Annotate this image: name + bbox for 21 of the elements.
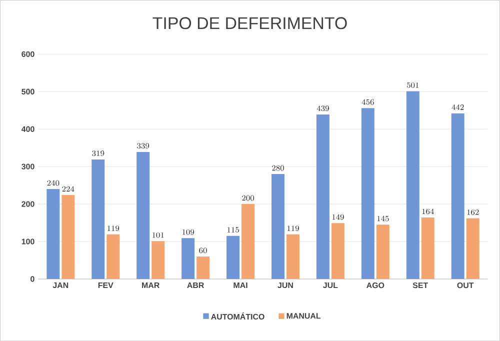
bar [106, 234, 120, 279]
bar [466, 218, 480, 279]
bar [406, 91, 420, 279]
bar [271, 174, 284, 279]
bar [286, 234, 300, 279]
bar [182, 238, 195, 279]
bar [451, 113, 464, 279]
bar [196, 256, 210, 279]
bar [46, 188, 60, 279]
bar [421, 217, 434, 279]
bar [376, 224, 390, 279]
bar [136, 152, 150, 279]
bar [152, 241, 165, 279]
bar [242, 204, 254, 279]
chart-title: TIPO DE DEFERIMENTO [152, 17, 347, 30]
bar [92, 159, 105, 279]
bar [226, 236, 240, 279]
bar [331, 223, 344, 279]
bar [316, 114, 330, 279]
bar [361, 108, 374, 279]
bar [62, 194, 75, 279]
